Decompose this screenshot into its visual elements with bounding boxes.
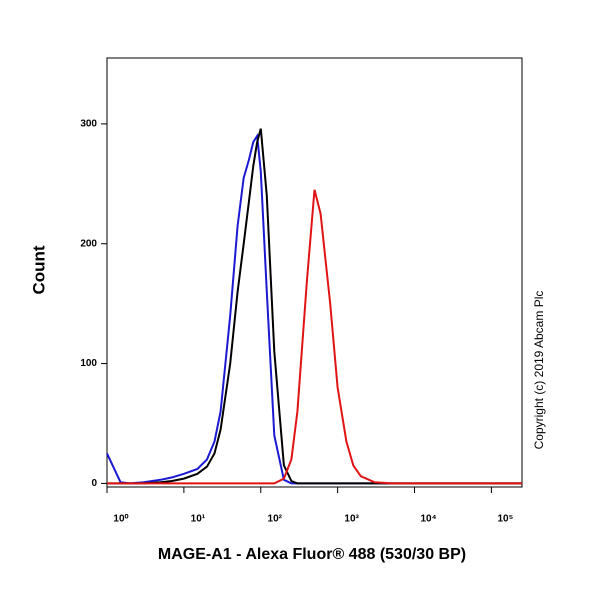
copyright: Copyright (c) 2019 Abcam Plc — [532, 291, 546, 450]
x-tick-label: 10² — [268, 514, 283, 525]
y-tick-label: 300 — [80, 119, 97, 130]
x-tick-label: 10¹ — [191, 514, 206, 525]
x-tick-label: 10³ — [344, 514, 359, 525]
y-tick-label: 100 — [80, 358, 97, 369]
x-tick-label: 10⁵ — [497, 514, 513, 525]
y-tick-label: 200 — [80, 238, 97, 249]
histogram-line — [107, 189, 522, 485]
histogram-line — [107, 128, 522, 485]
histogram-line — [106, 132, 522, 485]
plot-frame — [106, 57, 523, 488]
y-axis-label: Count — [29, 245, 48, 294]
x-tick-label: 10⁴ — [420, 514, 436, 525]
x-axis-label: MAGE-A1 - Alexa Fluor® 488 (530/30 BP) — [158, 546, 466, 563]
x-tick-label: 10⁰ — [113, 514, 128, 525]
y-tick-label: 0 — [91, 478, 97, 489]
